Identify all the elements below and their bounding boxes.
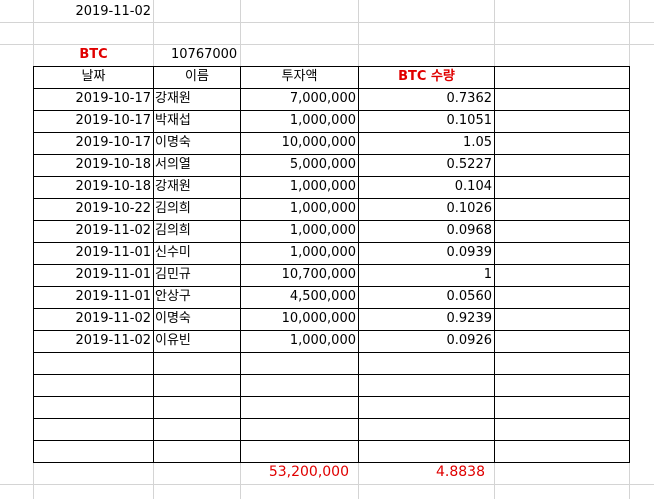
- row-btc[interactable]: 1: [483, 267, 492, 282]
- row-name[interactable]: 이유빈: [155, 333, 191, 348]
- table-border: [33, 308, 630, 309]
- row-amount[interactable]: 5,000,000: [289, 157, 356, 172]
- row-amount[interactable]: 10,000,000: [281, 135, 356, 150]
- row-amount[interactable]: 1,000,000: [289, 223, 356, 238]
- row-btc[interactable]: 0.7362: [446, 91, 493, 106]
- row-amount[interactable]: 1,000,000: [289, 245, 356, 260]
- table-border: [33, 286, 630, 287]
- table-border: [33, 242, 630, 243]
- row-btc[interactable]: 0.5227: [446, 157, 493, 172]
- row-name[interactable]: 이명숙: [155, 311, 191, 326]
- row-date[interactable]: 2019-10-17: [75, 135, 151, 150]
- gridline: [0, 44, 654, 45]
- table-border: [33, 462, 630, 463]
- row-name[interactable]: 김의희: [155, 223, 191, 238]
- table-border: [33, 352, 630, 353]
- table-border: [33, 176, 630, 177]
- gridline: [0, 22, 654, 23]
- date-cell[interactable]: 2019-11-02: [75, 4, 151, 19]
- row-name[interactable]: 서의열: [155, 157, 191, 172]
- row-date[interactable]: 2019-11-02: [75, 333, 151, 348]
- row-amount[interactable]: 1,000,000: [289, 201, 356, 216]
- table-border: [33, 396, 630, 397]
- row-amount[interactable]: 10,700,000: [281, 267, 356, 282]
- row-name[interactable]: 이명숙: [155, 135, 191, 150]
- row-btc[interactable]: 0.0560: [446, 289, 493, 304]
- table-border: [33, 66, 630, 67]
- gridline: [0, 484, 654, 485]
- row-amount[interactable]: 10,000,000: [281, 311, 356, 326]
- header-amount[interactable]: 투자액: [281, 69, 318, 84]
- table-border: [153, 66, 154, 463]
- table-border: [358, 66, 359, 463]
- table-border: [33, 418, 630, 419]
- total-amount-cell[interactable]: 53,200,000: [268, 464, 349, 480]
- table-border: [33, 66, 34, 463]
- total-btc-cell[interactable]: 4.8838: [436, 464, 485, 480]
- table-border: [33, 198, 630, 199]
- row-date[interactable]: 2019-10-18: [75, 179, 151, 194]
- row-btc[interactable]: 1.05: [463, 135, 492, 150]
- row-amount[interactable]: 4,500,000: [289, 289, 356, 304]
- header-date[interactable]: 날짜: [81, 69, 106, 84]
- table-border: [494, 66, 495, 463]
- row-btc[interactable]: 0.9239: [446, 311, 493, 326]
- row-name[interactable]: 김의희: [155, 201, 191, 216]
- table-border: [33, 132, 630, 133]
- row-date[interactable]: 2019-11-01: [75, 267, 151, 282]
- table-border: [33, 330, 630, 331]
- row-date[interactable]: 2019-10-18: [75, 157, 151, 172]
- table-border: [33, 154, 630, 155]
- row-btc[interactable]: 0.1051: [446, 113, 493, 128]
- row-date[interactable]: 2019-11-01: [75, 245, 151, 260]
- row-name[interactable]: 강재원: [155, 179, 191, 194]
- row-date[interactable]: 2019-10-17: [75, 113, 151, 128]
- row-amount[interactable]: 1,000,000: [289, 333, 356, 348]
- row-name[interactable]: 안상구: [155, 289, 191, 304]
- table-border: [629, 66, 630, 463]
- row-amount[interactable]: 1,000,000: [289, 179, 356, 194]
- row-date[interactable]: 2019-11-02: [75, 311, 151, 326]
- row-date[interactable]: 2019-10-22: [75, 201, 151, 216]
- row-amount[interactable]: 7,000,000: [289, 91, 356, 106]
- row-name[interactable]: 김민규: [155, 267, 191, 282]
- row-btc[interactable]: 0.1026: [446, 201, 493, 216]
- row-btc[interactable]: 0.0939: [446, 245, 493, 260]
- btc-price-cell[interactable]: 10767000: [171, 47, 238, 62]
- table-border: [240, 66, 241, 463]
- btc-label-cell[interactable]: BTC: [79, 47, 108, 62]
- table-border: [33, 220, 630, 221]
- row-date[interactable]: 2019-11-02: [75, 223, 151, 238]
- table-border: [33, 110, 630, 111]
- row-name[interactable]: 신수미: [155, 245, 191, 260]
- row-btc[interactable]: 0.0926: [446, 333, 493, 348]
- header-name[interactable]: 이름: [185, 69, 209, 84]
- row-btc[interactable]: 0.104: [454, 179, 492, 194]
- row-name[interactable]: 박재섭: [155, 113, 191, 128]
- table-border: [33, 374, 630, 375]
- row-name[interactable]: 강재원: [155, 91, 191, 106]
- header-btc-qty[interactable]: BTC 수량: [398, 69, 455, 84]
- table-border: [33, 264, 630, 265]
- row-amount[interactable]: 1,000,000: [289, 113, 356, 128]
- table-border: [33, 88, 630, 89]
- table-border: [33, 440, 630, 441]
- row-date[interactable]: 2019-10-17: [75, 91, 151, 106]
- row-btc[interactable]: 0.0968: [446, 223, 493, 238]
- row-date[interactable]: 2019-11-01: [75, 289, 151, 304]
